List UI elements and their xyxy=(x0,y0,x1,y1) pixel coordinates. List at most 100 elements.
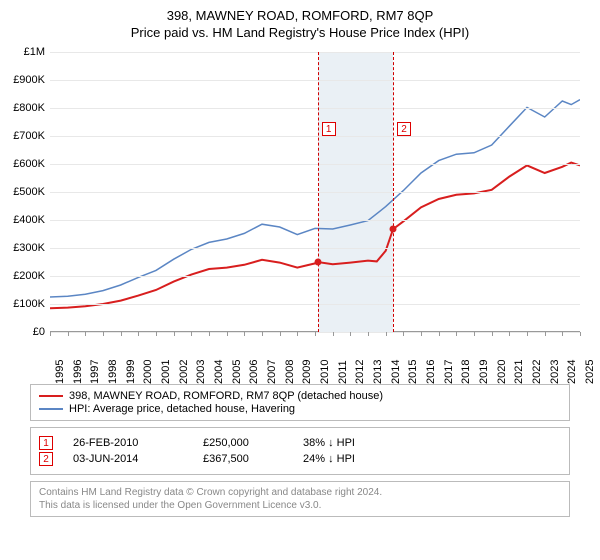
legend-label: HPI: Average price, detached house, Have… xyxy=(69,403,295,415)
attribution-line: This data is licensed under the Open Gov… xyxy=(39,499,561,512)
sale-marker-icon: 2 xyxy=(397,122,411,136)
y-axis-label: £200K xyxy=(0,270,45,282)
x-tick xyxy=(280,332,281,336)
sale-price: £250,000 xyxy=(203,437,283,449)
sale-marker-icon: 1 xyxy=(322,122,336,136)
page-subtitle: Price paid vs. HM Land Registry's House … xyxy=(0,25,600,40)
table-row: 2 03-JUN-2014 £367,500 24% ↓ HPI xyxy=(39,452,561,466)
x-tick xyxy=(421,332,422,336)
x-tick xyxy=(386,332,387,336)
x-axis-label: 2008 xyxy=(284,360,296,384)
attribution: Contains HM Land Registry data © Crown c… xyxy=(30,481,570,517)
x-tick xyxy=(350,332,351,336)
series-hpi xyxy=(50,100,580,297)
legend-swatch xyxy=(39,395,63,397)
x-tick xyxy=(174,332,175,336)
x-tick xyxy=(156,332,157,336)
x-axis-label: 2025 xyxy=(584,360,596,384)
x-tick xyxy=(209,332,210,336)
gridline xyxy=(50,276,580,277)
x-tick xyxy=(315,332,316,336)
legend: 398, MAWNEY ROAD, ROMFORD, RM7 8QP (deta… xyxy=(30,384,570,421)
x-axis-label: 2009 xyxy=(301,360,313,384)
x-tick xyxy=(580,332,581,336)
x-axis-label: 2003 xyxy=(195,360,207,384)
x-axis-label: 2022 xyxy=(531,360,543,384)
x-tick xyxy=(121,332,122,336)
y-axis-label: £600K xyxy=(0,158,45,170)
x-tick xyxy=(244,332,245,336)
x-axis-label: 2023 xyxy=(549,360,561,384)
x-tick xyxy=(456,332,457,336)
x-axis-label: 2011 xyxy=(337,360,349,384)
x-axis-label: 2014 xyxy=(390,360,402,384)
y-axis-label: £700K xyxy=(0,130,45,142)
sale-hpi-delta: 24% ↓ HPI xyxy=(303,453,413,465)
sale-marker-icon: 2 xyxy=(39,452,53,466)
sale-vline xyxy=(393,52,394,332)
gridline xyxy=(50,108,580,109)
x-axis-label: 2020 xyxy=(496,360,508,384)
legend-item: 398, MAWNEY ROAD, ROMFORD, RM7 8QP (deta… xyxy=(39,390,561,402)
x-tick xyxy=(50,332,51,336)
gridline xyxy=(50,80,580,81)
x-tick xyxy=(68,332,69,336)
legend-swatch xyxy=(39,408,63,410)
gridline xyxy=(50,136,580,137)
x-tick xyxy=(333,332,334,336)
sale-marker-icon: 1 xyxy=(39,436,53,450)
y-axis-label: £100K xyxy=(0,298,45,310)
x-axis-label: 2013 xyxy=(372,360,384,384)
x-tick xyxy=(227,332,228,336)
x-tick xyxy=(297,332,298,336)
x-axis-label: 2012 xyxy=(354,360,366,384)
series-property xyxy=(50,163,580,309)
y-axis-label: £1M xyxy=(0,46,45,58)
y-axis-label: £900K xyxy=(0,74,45,86)
gridline xyxy=(50,52,580,53)
gridline xyxy=(50,192,580,193)
x-tick xyxy=(85,332,86,336)
gridline xyxy=(50,304,580,305)
x-axis-label: 1996 xyxy=(72,360,84,384)
y-axis-label: £0 xyxy=(0,326,45,338)
x-axis-label: 2006 xyxy=(248,360,260,384)
x-axis-label: 2010 xyxy=(319,360,331,384)
x-tick xyxy=(562,332,563,336)
x-axis-label: 2000 xyxy=(142,360,154,384)
x-axis-label: 2017 xyxy=(443,360,455,384)
x-tick xyxy=(439,332,440,336)
x-axis-label: 1997 xyxy=(89,360,101,384)
x-axis-label: 1998 xyxy=(107,360,119,384)
x-axis-label: 2018 xyxy=(460,360,472,384)
x-tick xyxy=(138,332,139,336)
x-axis-label: 2004 xyxy=(213,360,225,384)
gridline xyxy=(50,164,580,165)
x-axis-label: 1995 xyxy=(54,360,66,384)
sales-table: 1 26-FEB-2010 £250,000 38% ↓ HPI 2 03-JU… xyxy=(30,427,570,475)
page-title: 398, MAWNEY ROAD, ROMFORD, RM7 8QP xyxy=(0,8,600,23)
x-axis-label: 2007 xyxy=(266,360,278,384)
x-axis-label: 2019 xyxy=(478,360,490,384)
x-tick xyxy=(492,332,493,336)
x-axis-label: 2001 xyxy=(160,360,172,384)
price-chart: £0£100K£200K£300K£400K£500K£600K£700K£80… xyxy=(0,44,600,384)
sale-date: 03-JUN-2014 xyxy=(73,453,183,465)
y-axis-label: £400K xyxy=(0,214,45,226)
x-tick xyxy=(527,332,528,336)
sale-point-icon xyxy=(390,226,397,233)
y-axis-label: £300K xyxy=(0,242,45,254)
x-tick xyxy=(262,332,263,336)
x-tick xyxy=(103,332,104,336)
sale-hpi-delta: 38% ↓ HPI xyxy=(303,437,413,449)
x-axis-label: 1999 xyxy=(125,360,137,384)
sale-point-icon xyxy=(314,259,321,266)
sale-vline xyxy=(318,52,319,332)
x-axis-label: 2015 xyxy=(407,360,419,384)
x-tick xyxy=(403,332,404,336)
sale-price: £367,500 xyxy=(203,453,283,465)
legend-item: HPI: Average price, detached house, Have… xyxy=(39,403,561,415)
sale-date: 26-FEB-2010 xyxy=(73,437,183,449)
x-axis-label: 2021 xyxy=(513,360,525,384)
x-tick xyxy=(191,332,192,336)
